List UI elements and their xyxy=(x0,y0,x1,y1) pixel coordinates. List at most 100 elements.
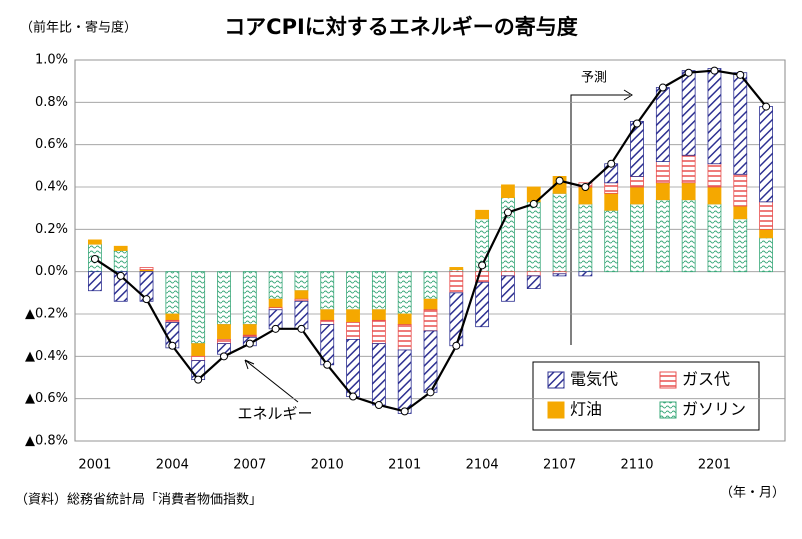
bar-segment xyxy=(423,298,438,311)
line-marker xyxy=(168,341,177,350)
bar-segment xyxy=(139,267,154,270)
line-marker xyxy=(426,388,435,397)
bar-segment xyxy=(268,298,283,309)
bar-segment xyxy=(397,271,412,315)
bar-segment xyxy=(217,338,231,345)
x-tick-label: 2107 xyxy=(543,458,576,473)
bar-segment xyxy=(526,275,541,289)
y-tick-label: ▲0.6% xyxy=(25,391,68,406)
forecast-arrow xyxy=(570,94,630,345)
source: （資料）総務省統計局「消費者物価指数」 xyxy=(15,492,262,508)
bar-segment xyxy=(320,319,335,325)
bar-segment xyxy=(707,163,722,188)
bar-segment xyxy=(630,203,644,273)
bar-segment xyxy=(88,271,102,292)
line-marker xyxy=(684,68,693,77)
chart-title: コアCPIに対するエネルギーの寄与度 xyxy=(224,15,578,39)
bar-segment xyxy=(294,290,309,300)
line-marker xyxy=(90,254,99,263)
x-tick-label: 2007 xyxy=(233,458,266,473)
bar-segment xyxy=(371,319,386,345)
bar-segment xyxy=(113,245,128,251)
bar-segment xyxy=(630,176,644,188)
bar-segment xyxy=(707,203,722,273)
line-marker xyxy=(142,295,151,304)
legend-swatch xyxy=(547,371,565,389)
bar-segment xyxy=(655,161,670,184)
bar-segment xyxy=(578,203,593,273)
x-tick-label: 2010 xyxy=(311,458,344,473)
forecast-label: 予測 xyxy=(581,71,607,86)
line-marker xyxy=(762,102,771,111)
bar-segment xyxy=(371,271,386,311)
bar-segment xyxy=(397,324,412,351)
x-axis-label: （年・月） xyxy=(720,486,785,501)
bar-segment xyxy=(759,228,773,239)
bar-segment xyxy=(475,209,490,220)
bar-segment xyxy=(397,349,412,414)
bar-segment xyxy=(217,271,231,325)
legend-swatch xyxy=(659,401,677,419)
line-marker xyxy=(555,176,564,185)
line-marker xyxy=(271,324,280,333)
y-tick-label: ▲0.4% xyxy=(25,349,68,364)
bar-segment xyxy=(449,292,464,347)
bar-segment xyxy=(501,271,515,277)
bar-segment xyxy=(681,70,696,156)
bar-segment xyxy=(191,271,206,345)
line-marker xyxy=(607,159,616,168)
legend-label: 電気代 xyxy=(570,370,618,389)
line-marker xyxy=(478,261,487,270)
bar-segment xyxy=(552,273,567,277)
y-tick-label: 0.8% xyxy=(35,95,68,110)
bar-segment xyxy=(630,186,644,205)
bar-segment xyxy=(681,154,696,184)
bar-segment xyxy=(217,324,231,340)
bar-segment xyxy=(604,182,619,194)
line-marker xyxy=(452,341,461,350)
bar-segment xyxy=(733,72,748,175)
bar-segment xyxy=(371,309,386,321)
y-tick-label: 0.2% xyxy=(35,222,68,237)
bar-segment xyxy=(707,68,722,165)
bar-segment xyxy=(346,338,360,397)
x-tick-label: 2001 xyxy=(78,458,111,473)
forecast-arrow-head xyxy=(623,89,633,101)
y-tick-label: ▲0.8% xyxy=(25,434,68,449)
bar-segment xyxy=(242,324,257,336)
bar-segment xyxy=(242,271,257,325)
bar-segment xyxy=(526,271,541,277)
bar-segment xyxy=(681,182,696,201)
line-marker xyxy=(297,324,306,333)
y-tick-label: 1.0% xyxy=(35,53,68,68)
bar-segment xyxy=(165,271,180,315)
line-marker xyxy=(658,83,667,92)
x-tick-label: 2104 xyxy=(466,458,499,473)
line-marker xyxy=(581,183,590,191)
x-tick-label: 2004 xyxy=(156,458,189,473)
bar-segment xyxy=(371,343,386,406)
y-tick-label: ▲0.2% xyxy=(25,307,68,322)
bar-segment xyxy=(449,267,464,270)
y-tick-label: 0.6% xyxy=(35,137,68,152)
bar-segment xyxy=(423,309,438,332)
bar-segment xyxy=(733,173,748,207)
bar-segment xyxy=(320,271,335,311)
bar-segment xyxy=(655,199,670,273)
x-tick-label: 2110 xyxy=(620,458,653,473)
y-tick-label: 0.0% xyxy=(35,264,68,279)
bar-segment xyxy=(707,186,722,205)
bar-segment xyxy=(604,209,619,273)
bar-segment xyxy=(475,281,490,328)
bar-segment xyxy=(397,313,412,325)
x-tick-label: 2201 xyxy=(698,458,731,473)
legend-label: ガソリン xyxy=(682,400,746,419)
line-marker xyxy=(219,352,228,361)
bar-segment xyxy=(294,271,309,292)
bar-segment xyxy=(423,271,438,300)
y-tick-label: 0.4% xyxy=(35,180,68,195)
bar-segment xyxy=(655,182,670,201)
bar-segment xyxy=(759,106,773,203)
bar-segment xyxy=(165,313,180,321)
